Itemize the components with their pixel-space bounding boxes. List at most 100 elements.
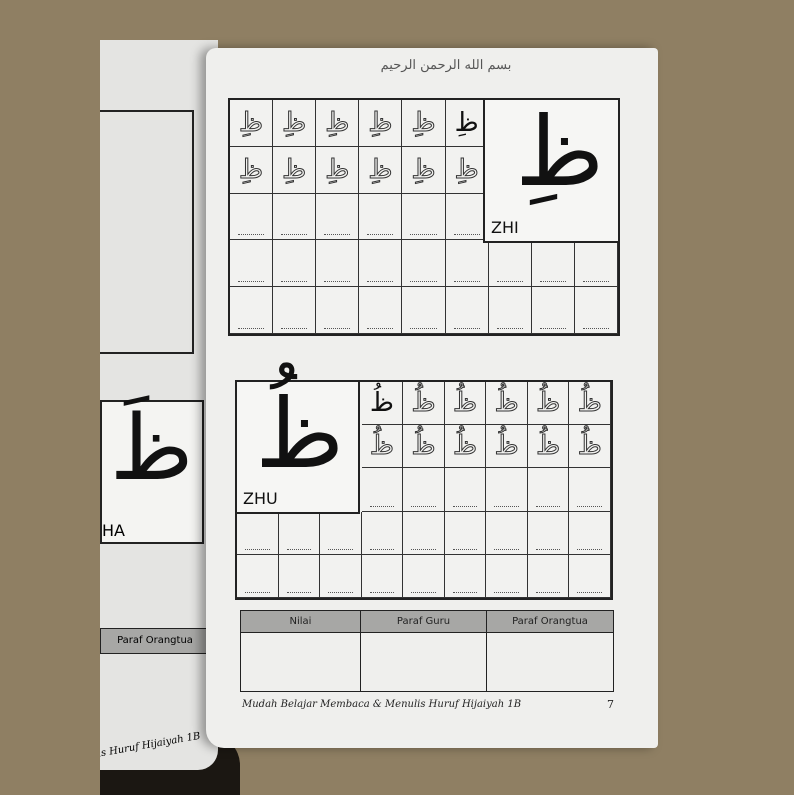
writing-cell[interactable] <box>444 468 487 512</box>
dotted-guide-line <box>410 327 437 329</box>
left-letter-box: ظَ HA <box>100 396 204 544</box>
writing-cell[interactable] <box>361 511 404 555</box>
trace-cell: ظُ <box>569 382 611 426</box>
writing-cell[interactable] <box>527 554 570 598</box>
trace-cell: ظُ <box>486 382 528 426</box>
dotted-guide-line <box>577 548 602 550</box>
zhi-letter-box: ظِ ZHI <box>483 96 620 243</box>
writing-cell[interactable] <box>402 287 446 334</box>
zhi-letter: ظِ <box>515 96 604 208</box>
trace-cell: ظُ <box>527 425 570 469</box>
dotted-guide-line <box>324 327 351 329</box>
writing-cell[interactable] <box>320 511 362 555</box>
trace-letter: ظُ <box>453 431 478 462</box>
writing-cell[interactable] <box>444 554 487 598</box>
writing-cell[interactable] <box>444 511 487 555</box>
writing-cell[interactable] <box>569 468 611 512</box>
writing-cell[interactable] <box>273 193 317 241</box>
writing-cell[interactable] <box>278 511 321 555</box>
writing-cell[interactable] <box>403 511 445 555</box>
trace-letter: ظِ <box>368 154 393 185</box>
dotted-guide-line <box>369 548 395 550</box>
writing-cell[interactable] <box>569 554 611 598</box>
header-nilai: Nilai <box>241 611 361 633</box>
dotted-guide-line <box>411 505 436 507</box>
dotted-guide-line <box>535 548 561 550</box>
dotted-guide-line <box>577 591 602 593</box>
trace-letter: ظُ <box>577 388 602 419</box>
writing-cell[interactable] <box>237 554 279 598</box>
writing-cell[interactable] <box>237 511 279 555</box>
trace-cell: ظِ <box>445 100 489 147</box>
writing-cell[interactable] <box>445 287 489 334</box>
writing-cell[interactable] <box>359 193 403 241</box>
writing-cell[interactable] <box>574 240 618 288</box>
writing-cell[interactable] <box>361 468 404 512</box>
writing-cell[interactable] <box>569 511 611 555</box>
writing-cell[interactable] <box>359 287 403 334</box>
writing-cell[interactable] <box>402 240 446 288</box>
writing-cell[interactable] <box>486 468 528 512</box>
writing-cell[interactable] <box>488 240 532 288</box>
trace-letter: ظُ <box>369 431 394 462</box>
assessment-table: Nilai Paraf Guru Paraf Orangtua <box>240 610 614 692</box>
trace-cell: ظِ <box>273 100 317 147</box>
trace-letter: ظِ <box>325 154 350 185</box>
writing-cell[interactable] <box>403 468 445 512</box>
writing-cell[interactable] <box>527 468 570 512</box>
writing-cell[interactable] <box>531 240 575 288</box>
writing-cell[interactable] <box>230 193 274 241</box>
workbook-page: بسم الله الرحمن الرحيم ظِ ظِ ظِ ظِ ظِ ظِ ظِ ظِ ظ… <box>206 48 658 748</box>
trace-letter: ظُ <box>494 431 519 462</box>
writing-cell[interactable] <box>273 240 317 288</box>
paraf-guru-cell[interactable] <box>361 633 487 691</box>
writing-cell[interactable] <box>230 240 274 288</box>
dotted-guide-line <box>367 281 394 283</box>
trace-cell: ظِ <box>402 100 446 147</box>
header-paraf-guru: Paraf Guru <box>361 611 487 633</box>
writing-cell[interactable] <box>316 287 360 334</box>
trace-cell: ظِ <box>273 146 317 194</box>
trace-letter: ظُ <box>577 431 602 462</box>
dotted-guide-line <box>281 281 308 283</box>
dotted-guide-line <box>328 548 353 550</box>
writing-cell[interactable] <box>359 240 403 288</box>
writing-cell[interactable] <box>316 240 360 288</box>
writing-cell[interactable] <box>320 554 362 598</box>
writing-cell[interactable] <box>486 554 528 598</box>
zhu-letter: ظُ <box>255 378 344 490</box>
zhi-label: ZHI <box>491 218 519 237</box>
writing-cell[interactable] <box>273 287 317 334</box>
dotted-guide-line <box>411 591 436 593</box>
writing-cell[interactable] <box>527 511 570 555</box>
paraf-orangtua-cell[interactable] <box>487 633 613 691</box>
trace-cell: ظِ <box>359 100 403 147</box>
dotted-guide-line <box>324 281 351 283</box>
writing-cell[interactable] <box>445 240 489 288</box>
writing-cell[interactable] <box>402 193 446 241</box>
writing-cell[interactable] <box>361 554 404 598</box>
dotted-guide-line <box>238 281 265 283</box>
writing-cell[interactable] <box>531 287 575 334</box>
writing-cell[interactable] <box>488 287 532 334</box>
writing-cell[interactable] <box>230 287 274 334</box>
trace-letter: ظُ <box>411 388 436 419</box>
trace-cell: ظِ <box>359 146 403 194</box>
writing-cell[interactable] <box>316 193 360 241</box>
dotted-guide-line <box>452 591 478 593</box>
dotted-guide-line <box>453 234 480 236</box>
writing-cell[interactable] <box>574 287 618 334</box>
dotted-guide-line <box>245 548 270 550</box>
writing-cell[interactable] <box>403 554 445 598</box>
writing-cell[interactable] <box>278 554 321 598</box>
page-number: 7 <box>607 698 614 711</box>
dotted-guide-line <box>367 234 394 236</box>
trace-cell: ظُ <box>444 382 487 426</box>
left-page: ظَ HA Paraf Orangtua lis Huruf Hijaiyah … <box>100 40 218 770</box>
trace-letter: ظِ <box>411 154 436 185</box>
dotted-guide-line <box>452 505 478 507</box>
page-footer: Mudah Belajar Membaca & Menulis Huruf Hi… <box>242 699 522 710</box>
nilai-cell[interactable] <box>241 633 361 691</box>
dotted-guide-line <box>286 591 312 593</box>
writing-cell[interactable] <box>486 511 528 555</box>
